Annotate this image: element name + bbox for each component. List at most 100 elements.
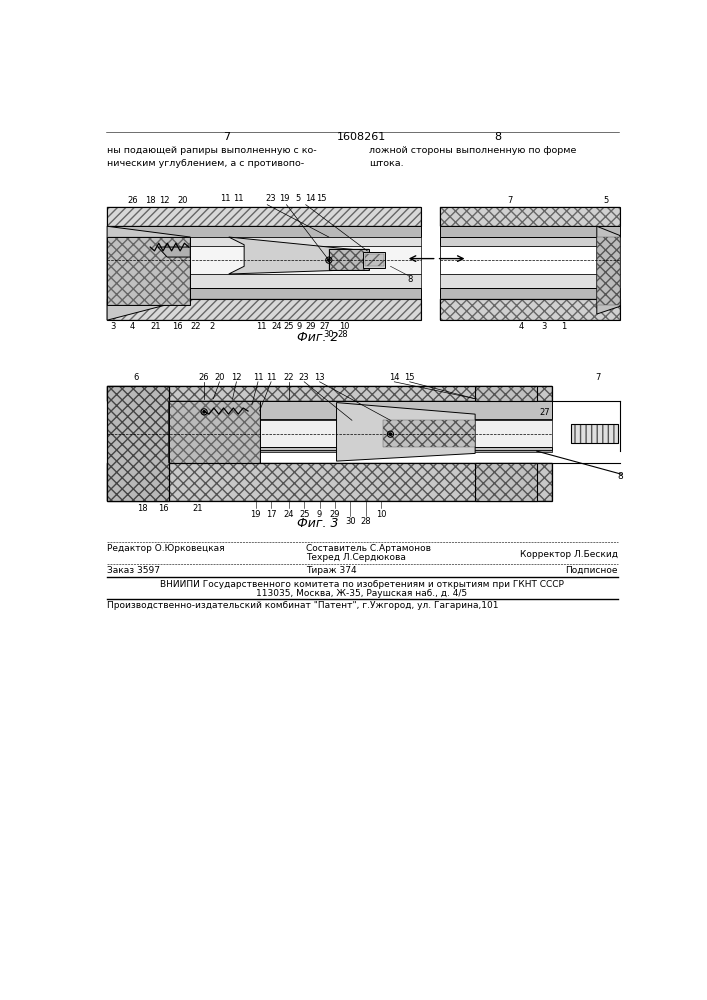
- Text: 11: 11: [256, 322, 267, 331]
- Text: 15: 15: [316, 194, 327, 203]
- Bar: [363, 252, 385, 268]
- Circle shape: [203, 411, 205, 413]
- Text: 8: 8: [407, 275, 412, 284]
- Bar: [107, 463, 552, 501]
- Polygon shape: [107, 226, 190, 320]
- Polygon shape: [337, 403, 475, 461]
- Text: 3: 3: [110, 322, 116, 331]
- Text: 12: 12: [231, 373, 242, 382]
- Text: 22: 22: [190, 322, 201, 331]
- Text: 4: 4: [519, 322, 524, 331]
- Bar: [440, 237, 620, 246]
- Bar: [107, 226, 421, 237]
- Text: 16: 16: [172, 322, 182, 331]
- Text: 14: 14: [389, 373, 399, 382]
- Text: 24: 24: [271, 322, 281, 331]
- Bar: [329, 249, 369, 270]
- Bar: [107, 401, 552, 419]
- Text: Подписное: Подписное: [565, 566, 618, 575]
- Text: ВНИИПИ Государственного комитета по изобретениям и открытиям при ГКНТ СССР: ВНИИПИ Государственного комитета по изоб…: [160, 580, 564, 589]
- Text: 17: 17: [266, 510, 276, 519]
- Bar: [329, 249, 369, 270]
- Text: 21: 21: [151, 322, 161, 331]
- Text: 28: 28: [361, 517, 371, 526]
- Bar: [382, 420, 475, 447]
- Text: 24: 24: [284, 510, 294, 519]
- Text: 12: 12: [160, 196, 170, 205]
- Text: 3: 3: [542, 322, 547, 331]
- Text: 7: 7: [223, 132, 230, 142]
- Text: 28: 28: [337, 330, 348, 339]
- Text: 25: 25: [284, 322, 294, 331]
- Bar: [107, 237, 190, 305]
- Bar: [107, 246, 421, 274]
- Bar: [475, 463, 537, 501]
- Text: 11: 11: [266, 373, 276, 382]
- Bar: [107, 207, 421, 226]
- Text: Техред Л.Сердюкова: Техред Л.Сердюкова: [305, 553, 406, 562]
- Text: Редактор О.Юрковецкая: Редактор О.Юрковецкая: [107, 544, 225, 553]
- Text: 23: 23: [299, 373, 310, 382]
- Polygon shape: [229, 237, 368, 274]
- Text: 113035, Москва, Ж-35, Раушская наб., д. 4/5: 113035, Москва, Ж-35, Раушская наб., д. …: [257, 589, 467, 598]
- Bar: [107, 288, 421, 299]
- Bar: [440, 207, 620, 226]
- Text: 5: 5: [296, 194, 300, 203]
- Text: 18: 18: [145, 196, 156, 205]
- Text: 30: 30: [324, 330, 334, 339]
- Text: 19: 19: [250, 510, 261, 519]
- Bar: [440, 246, 620, 274]
- Bar: [107, 420, 552, 447]
- Circle shape: [390, 433, 392, 435]
- Text: 22: 22: [284, 373, 294, 382]
- Text: 29: 29: [329, 510, 340, 519]
- Text: 7: 7: [596, 373, 601, 382]
- Bar: [169, 401, 259, 463]
- Bar: [107, 237, 190, 305]
- Text: 30: 30: [345, 517, 356, 526]
- Text: 15: 15: [404, 373, 415, 382]
- Text: Тираж 374: Тираж 374: [305, 566, 356, 575]
- Text: 20: 20: [177, 196, 188, 205]
- Polygon shape: [169, 401, 259, 463]
- Bar: [107, 386, 552, 401]
- Text: 2: 2: [209, 322, 214, 331]
- Bar: [440, 274, 620, 288]
- Text: 10: 10: [376, 510, 387, 519]
- Text: Заказ 3597: Заказ 3597: [107, 566, 160, 575]
- Text: 8: 8: [495, 132, 502, 142]
- Text: Фиг. 2: Фиг. 2: [296, 331, 338, 344]
- Bar: [107, 463, 552, 501]
- Bar: [440, 246, 597, 274]
- Text: 27: 27: [320, 322, 330, 331]
- Polygon shape: [597, 226, 620, 314]
- Bar: [107, 207, 421, 226]
- Text: 5: 5: [603, 196, 609, 205]
- Bar: [440, 288, 620, 299]
- Bar: [107, 450, 552, 452]
- Bar: [597, 237, 620, 305]
- Text: 11: 11: [220, 194, 230, 203]
- Text: Составитель С.Артамонов: Составитель С.Артамонов: [305, 544, 431, 553]
- Text: 9: 9: [297, 322, 302, 331]
- Polygon shape: [158, 247, 190, 257]
- Circle shape: [327, 259, 330, 261]
- Bar: [440, 226, 620, 237]
- Text: 26: 26: [127, 196, 138, 205]
- Text: 20: 20: [214, 373, 225, 382]
- Text: 21: 21: [193, 504, 203, 513]
- Bar: [107, 237, 421, 246]
- Bar: [440, 299, 620, 320]
- Text: 1: 1: [561, 322, 566, 331]
- Text: 26: 26: [199, 373, 209, 382]
- Bar: [440, 299, 620, 320]
- Bar: [475, 463, 537, 501]
- Text: Производственно-издательский комбинат "Патент", г.Ужгород, ул. Гагарина,101: Производственно-издательский комбинат "П…: [107, 601, 498, 610]
- Text: 8: 8: [618, 472, 624, 481]
- Text: ны подающей рапиры выполненную с ко-
ническим углублением, а с противопо-: ны подающей рапиры выполненную с ко- нич…: [107, 146, 317, 168]
- Text: 4: 4: [130, 322, 135, 331]
- Bar: [107, 447, 552, 450]
- Text: 29: 29: [306, 322, 317, 331]
- Bar: [107, 299, 421, 320]
- Text: 19: 19: [279, 194, 289, 203]
